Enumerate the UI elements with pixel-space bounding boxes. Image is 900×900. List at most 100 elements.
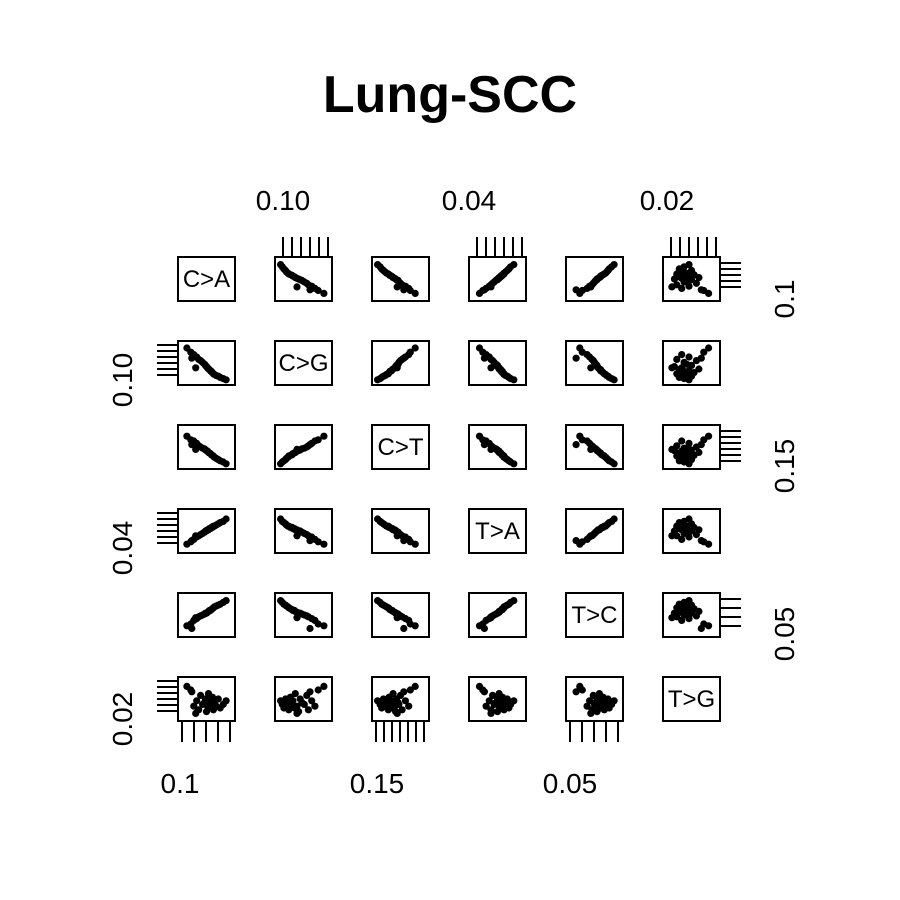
panel-ctoa-vs-ctog: [274, 256, 333, 302]
panel-grid: C>A C>G C>T T>A T>C T>G: [177, 256, 721, 722]
panel-frame: [274, 592, 333, 638]
left-axis-ticks: [157, 512, 178, 544]
data-point: [393, 364, 401, 372]
data-point: [578, 686, 586, 694]
panel-ttoa-vs-ttoa: T>A: [468, 508, 527, 554]
data-point: [293, 445, 301, 453]
data-point: [572, 537, 580, 545]
variable-label: T>C: [571, 602, 617, 629]
data-point: [314, 686, 322, 694]
panel-frame: [274, 340, 333, 386]
data-point: [510, 376, 518, 384]
data-point: [685, 597, 693, 605]
data-point: [308, 697, 316, 705]
data-point: [306, 441, 314, 449]
panel-ctog-vs-ctog: C>G: [274, 340, 333, 386]
data-point: [480, 688, 488, 696]
data-point: [393, 283, 401, 291]
data-point: [705, 344, 713, 352]
panel-ctot-vs-ctot: C>T: [371, 424, 430, 470]
top-tick-label: 0.10: [256, 185, 311, 216]
panel-frame: [371, 256, 430, 302]
top-tick-label: 0.04: [442, 185, 497, 216]
data-point: [487, 709, 495, 718]
data-point: [604, 695, 612, 703]
data-point: [673, 355, 681, 363]
panel-frame: [371, 508, 430, 554]
data-point: [306, 624, 314, 633]
data-point: [192, 709, 200, 718]
panel-ttog-vs-ctoa: [177, 676, 236, 722]
panel-ttog-vs-ctot: [371, 676, 430, 722]
panel-frame: [662, 592, 721, 638]
bottom-axis-ticks: [569, 721, 619, 742]
panel-frame: [662, 676, 721, 722]
panel-ttoc-vs-ctot: [371, 592, 430, 638]
data-point: [700, 348, 708, 356]
panel-ttoc-vs-ctog: [274, 592, 333, 638]
data-point: [697, 441, 705, 449]
variable-label: C>G: [278, 350, 328, 377]
data-point: [192, 364, 200, 372]
chart-title: Lung-SCC: [323, 66, 577, 124]
panel-frame: [565, 508, 624, 554]
data-point: [687, 266, 696, 274]
panel-ctoa-vs-ctot: [371, 256, 430, 302]
variable-label: C>A: [183, 266, 230, 293]
data-point: [400, 624, 408, 633]
panel-ttoc-vs-ttoc: T>C: [565, 592, 624, 638]
data-point: [306, 688, 314, 696]
data-point: [487, 445, 495, 453]
data-point: [678, 437, 686, 445]
data-point: [697, 624, 705, 633]
data-point: [685, 376, 693, 384]
panel-frame: [274, 256, 333, 302]
panel-ctoa-vs-ctoa: C>A: [177, 256, 236, 302]
data-point: [668, 445, 676, 453]
right-axis-ticks: [720, 430, 741, 462]
data-point: [400, 286, 408, 294]
panel-ctog-vs-ctoa: [177, 340, 236, 386]
data-point: [385, 693, 393, 701]
data-point: [393, 614, 401, 622]
data-point: [374, 261, 382, 269]
data-point: [510, 460, 518, 468]
data-point: [510, 597, 518, 605]
data-point: [480, 354, 488, 362]
panel-ctog-vs-ttoa: [468, 340, 527, 386]
panel-ctog-vs-ttog: [662, 340, 721, 386]
data-point: [510, 261, 518, 269]
data-point: [192, 445, 200, 453]
panel-ttog-vs-ttoa: [468, 676, 527, 722]
data-point: [697, 537, 705, 545]
panel-frame: [565, 424, 624, 470]
data-point: [487, 364, 495, 372]
data-point: [687, 361, 696, 369]
data-point: [572, 354, 580, 362]
data-point: [572, 688, 580, 696]
data-point: [685, 460, 693, 468]
panel-frame: [468, 424, 527, 470]
left-axis-ticks: [157, 680, 178, 712]
data-point: [668, 614, 676, 622]
data-point: [188, 537, 196, 545]
right-axis-ticks: [720, 598, 741, 627]
data-point: [393, 709, 401, 718]
data-point: [587, 709, 595, 718]
data-point: [503, 695, 511, 703]
panel-frame: [662, 256, 721, 302]
left-tick-label: 0.02: [107, 692, 138, 747]
panel-ttoa-vs-ttog: [662, 508, 721, 554]
data-point: [400, 688, 408, 696]
data-point: [277, 697, 285, 705]
data-point: [293, 283, 301, 291]
data-point: [480, 286, 488, 294]
data-point: [293, 614, 301, 622]
data-point: [610, 515, 618, 523]
data-point: [374, 597, 382, 605]
data-point: [685, 261, 693, 269]
data-point: [685, 515, 693, 523]
panel-ttoc-vs-ttoa: [468, 592, 527, 638]
panel-frame: [468, 592, 527, 638]
